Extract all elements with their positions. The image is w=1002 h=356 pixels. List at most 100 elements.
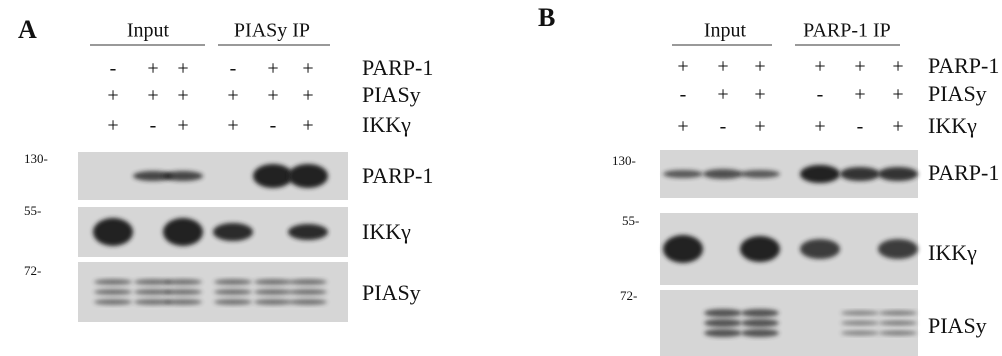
band [163, 218, 203, 246]
band [841, 331, 879, 336]
band [288, 164, 328, 188]
band [254, 299, 292, 305]
sign: + [754, 56, 765, 78]
sign: + [107, 115, 118, 137]
blot-label: IKKγ [362, 219, 411, 244]
blot-label: PARP-1 [362, 163, 433, 188]
band [254, 289, 292, 295]
sign: + [177, 58, 188, 80]
sign: - [230, 58, 237, 80]
sign: + [754, 116, 765, 138]
row-label: PIASy [928, 81, 987, 106]
sign: + [677, 116, 688, 138]
band [704, 329, 742, 337]
sign: - [720, 116, 727, 138]
band [214, 279, 252, 285]
band [741, 329, 779, 337]
band [879, 311, 917, 316]
band [254, 279, 292, 285]
sign: - [857, 116, 864, 138]
sign: + [177, 115, 188, 137]
band [94, 279, 132, 285]
sign: + [717, 84, 728, 106]
mw-marker: 72- [620, 288, 637, 303]
band [740, 170, 780, 178]
group-header: PIASy IP [234, 20, 310, 42]
band [879, 331, 917, 336]
sign: + [677, 56, 688, 78]
mw-marker: 55- [24, 203, 41, 218]
row-label: PARP-1 [362, 55, 433, 80]
sign: + [227, 85, 238, 107]
band [703, 169, 743, 179]
figure: AInputPIASy IP-++-++PARP-1++++++PIASy+-+… [0, 0, 1002, 356]
mw-marker: 130- [612, 153, 636, 168]
blot-label: PARP-1 [928, 160, 999, 185]
sign: + [717, 56, 728, 78]
band [164, 279, 202, 285]
sign: + [854, 56, 865, 78]
band [663, 235, 703, 263]
row-label: IKKγ [362, 112, 411, 137]
band [800, 165, 840, 183]
band [741, 309, 779, 317]
band [163, 171, 203, 181]
band [214, 299, 252, 305]
group-header: Input [127, 20, 170, 42]
panel-letter: B [538, 3, 555, 32]
group-header: PARP-1 IP [803, 20, 891, 42]
band [94, 289, 132, 295]
sign: + [892, 116, 903, 138]
sign: + [302, 85, 313, 107]
sign: + [892, 56, 903, 78]
mw-marker: 72- [24, 263, 41, 278]
band [741, 319, 779, 327]
group-header: Input [704, 20, 747, 42]
band [704, 319, 742, 327]
band [289, 289, 327, 295]
sign: + [814, 116, 825, 138]
band [840, 167, 880, 181]
blot-label: PIASy [362, 280, 421, 305]
band [878, 167, 918, 181]
sign: + [302, 115, 313, 137]
sign: + [754, 84, 765, 106]
band [800, 239, 840, 259]
sign: + [177, 85, 188, 107]
row-label: IKKγ [928, 113, 977, 138]
sign: + [854, 84, 865, 106]
mw-marker: 55- [622, 213, 639, 228]
sign: + [302, 58, 313, 80]
band [253, 164, 293, 188]
sign: + [107, 85, 118, 107]
band [214, 289, 252, 295]
blot-label: PIASy [928, 313, 987, 338]
band [93, 218, 133, 246]
band [94, 299, 132, 305]
mw-marker: 130- [24, 151, 48, 166]
band [164, 289, 202, 295]
band [841, 311, 879, 316]
band [704, 309, 742, 317]
band [740, 236, 780, 262]
panel-letter: A [18, 15, 37, 44]
sign: - [150, 115, 157, 137]
blot-label: IKKγ [928, 240, 977, 265]
band [289, 299, 327, 305]
sign: - [270, 115, 277, 137]
sign: + [227, 115, 238, 137]
band [878, 239, 918, 259]
sign: + [814, 56, 825, 78]
row-label: PARP-1 [928, 53, 999, 78]
sign: + [147, 58, 158, 80]
sign: - [817, 84, 824, 106]
band [663, 170, 703, 178]
band [879, 321, 917, 326]
band [164, 299, 202, 305]
sign: - [680, 84, 687, 106]
sign: + [147, 85, 158, 107]
sign: + [267, 85, 278, 107]
sign: + [267, 58, 278, 80]
band [288, 224, 328, 240]
sign: - [110, 58, 117, 80]
